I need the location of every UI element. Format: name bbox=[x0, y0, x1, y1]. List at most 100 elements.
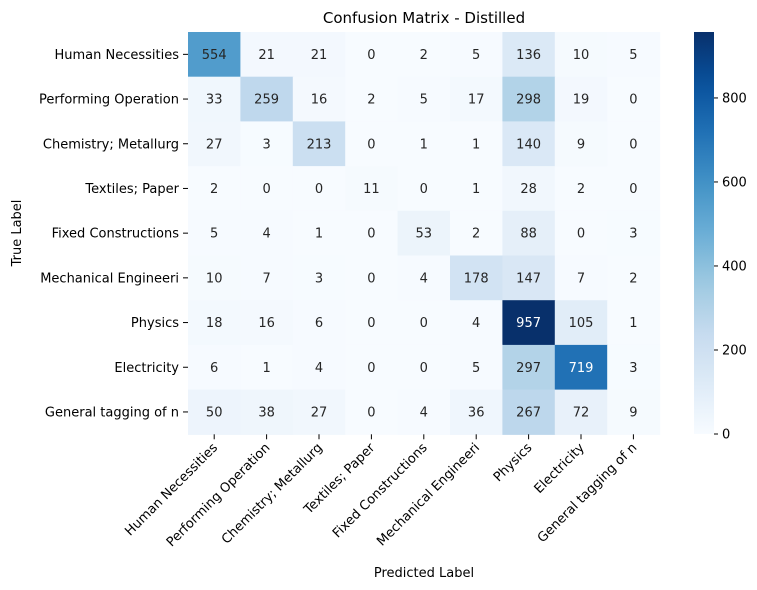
cell-value-label: 1 bbox=[420, 137, 428, 152]
heatmap-cell bbox=[240, 255, 294, 301]
heatmap-cell bbox=[450, 344, 503, 391]
cell-value-label: 1 bbox=[315, 227, 323, 242]
y-tick-label: General tagging of n bbox=[45, 405, 179, 420]
cell-value-label: 7 bbox=[577, 271, 585, 286]
cell-value-label: 2 bbox=[420, 48, 428, 63]
heatmap-cell bbox=[240, 32, 294, 78]
heatmap-cell bbox=[554, 255, 608, 301]
cell-value-label: 0 bbox=[629, 182, 637, 197]
heatmap-cell bbox=[554, 389, 608, 435]
y-tick-label: Mechanical Engineeri bbox=[40, 271, 179, 286]
cell-value-label: 0 bbox=[367, 361, 375, 376]
chart-title: Confusion Matrix - Distilled bbox=[323, 9, 525, 27]
cell-value-label: 5 bbox=[420, 93, 428, 108]
cell-value-label: 5 bbox=[472, 48, 480, 63]
heatmap-cell bbox=[292, 300, 346, 346]
heatmap-cell bbox=[502, 255, 556, 301]
colorbar bbox=[694, 32, 714, 434]
cell-value-label: 4 bbox=[315, 361, 323, 376]
heatmap-cell bbox=[554, 76, 608, 122]
cell-value-label: 1 bbox=[472, 137, 480, 152]
cell-value-label: 33 bbox=[206, 93, 223, 108]
heatmap-cell bbox=[240, 121, 294, 167]
cell-value-label: 1 bbox=[262, 361, 270, 376]
cell-value-label: 554 bbox=[202, 48, 227, 63]
x-tick-label: Fixed Constructions bbox=[330, 440, 431, 541]
heatmap-cell bbox=[345, 210, 399, 257]
heatmap-cell bbox=[397, 210, 451, 257]
heatmap-cell bbox=[292, 344, 346, 391]
heatmap-cell bbox=[188, 121, 241, 167]
cell-value-label: 11 bbox=[363, 182, 380, 197]
cell-value-label: 0 bbox=[629, 93, 637, 108]
heatmap-cell bbox=[292, 166, 346, 212]
colorbar-tick-label: 400 bbox=[722, 259, 747, 274]
heatmap-cell bbox=[607, 255, 661, 301]
cell-value-label: 0 bbox=[367, 316, 375, 331]
cell-value-label: 178 bbox=[464, 271, 489, 286]
cell-value-label: 0 bbox=[420, 316, 428, 331]
cell-value-label: 4 bbox=[262, 227, 270, 242]
heatmap-cell bbox=[502, 210, 556, 257]
cell-value-label: 16 bbox=[311, 93, 328, 108]
heatmap-cell bbox=[188, 210, 241, 257]
cell-value-label: 36 bbox=[468, 405, 485, 420]
heatmap-cell bbox=[345, 255, 399, 301]
heatmap-cell bbox=[554, 166, 608, 212]
heatmap-cell bbox=[240, 166, 294, 212]
colorbar-ticks: 0 200 400 600 800 bbox=[714, 91, 747, 443]
x-tick-label: Physics bbox=[491, 440, 536, 485]
heatmap-cell bbox=[502, 76, 556, 122]
cell-value-label: 0 bbox=[367, 405, 375, 420]
cell-value-label: 38 bbox=[258, 405, 275, 420]
cell-value-label: 0 bbox=[262, 182, 270, 197]
heatmap-cell bbox=[292, 389, 346, 435]
cell-value-label: 3 bbox=[262, 137, 270, 152]
heatmap-cell bbox=[292, 121, 346, 167]
x-tick-label: Chemistry; Metallurg bbox=[219, 441, 326, 548]
cell-value-label: 213 bbox=[307, 137, 332, 152]
cell-value-label: 27 bbox=[311, 405, 328, 420]
heatmap-cell bbox=[240, 300, 294, 346]
cell-value-label: 19 bbox=[573, 93, 590, 108]
x-tick-label: Mechanical Engineeri bbox=[374, 441, 483, 550]
heatmap-cell bbox=[450, 32, 503, 78]
cell-value-label: 136 bbox=[516, 48, 541, 63]
heatmap-cell bbox=[554, 344, 608, 391]
y-tick-label: Human Necessities bbox=[54, 48, 179, 63]
y-tick-label: Fixed Constructions bbox=[52, 227, 180, 242]
heatmap-cell bbox=[397, 166, 451, 212]
cell-value-label: 0 bbox=[577, 227, 585, 242]
cell-value-label: 9 bbox=[577, 137, 585, 152]
heatmap-cell bbox=[450, 255, 503, 301]
heatmap-cell bbox=[345, 166, 399, 212]
heatmap-cell bbox=[607, 166, 661, 212]
cell-value-label: 5 bbox=[629, 48, 637, 63]
heatmap-cell bbox=[188, 255, 241, 301]
colorbar-tick-label: 600 bbox=[722, 175, 747, 190]
heatmap-cell bbox=[397, 300, 451, 346]
cell-value-label: 3 bbox=[629, 361, 637, 376]
cell-value-label: 72 bbox=[573, 405, 590, 420]
cell-value-label: 259 bbox=[254, 93, 279, 108]
heatmap-cell bbox=[397, 344, 451, 391]
x-axis-title: Predicted Label bbox=[374, 566, 474, 581]
heatmap-cell bbox=[292, 32, 346, 78]
heatmap-cell bbox=[607, 210, 661, 257]
heatmap-cell bbox=[450, 166, 503, 212]
cell-value-label: 267 bbox=[516, 405, 541, 420]
y-tick-label: Chemistry; Metallurg bbox=[43, 137, 179, 152]
cell-value-label: 0 bbox=[420, 182, 428, 197]
colorbar-tick-label: 200 bbox=[722, 343, 747, 358]
cell-value-label: 2 bbox=[472, 227, 480, 242]
colorbar-tick-label: 800 bbox=[722, 91, 747, 106]
cell-value-label: 18 bbox=[206, 316, 223, 331]
cell-value-label: 4 bbox=[420, 271, 428, 286]
heatmap-cell bbox=[240, 210, 294, 257]
cell-value-label: 0 bbox=[367, 271, 375, 286]
heatmap-cell bbox=[345, 76, 399, 122]
heatmap-cell bbox=[345, 32, 399, 78]
cell-value-label: 16 bbox=[258, 316, 275, 331]
